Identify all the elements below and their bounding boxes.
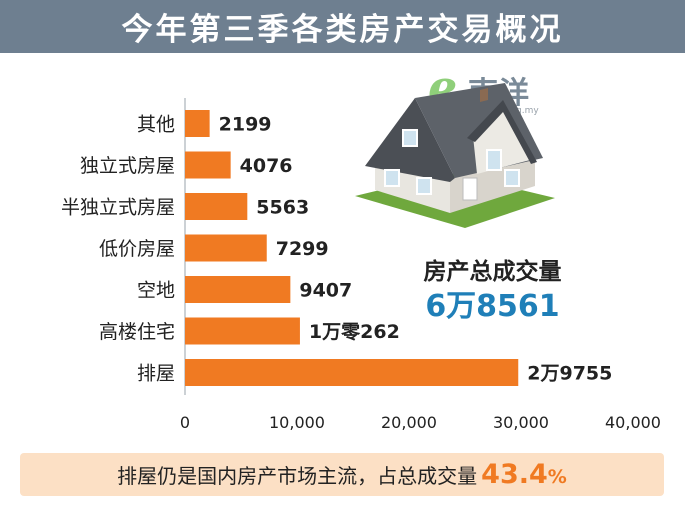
page-title: 今年第三季各类房产交易概况 [0, 0, 685, 53]
category-label: 独立式房屋 [80, 155, 175, 177]
bar-5 [185, 317, 300, 345]
value-label: 5563 [256, 197, 309, 219]
category-label: 其他 [137, 114, 175, 136]
bar-4 [185, 276, 291, 303]
category-label: 排屋 [137, 363, 175, 385]
footer-percent-sign: % [547, 466, 567, 488]
total-volume-label: 房产总成交量 [423, 259, 562, 285]
x-tick-label: 20,000 [381, 413, 437, 432]
value-label: 7299 [276, 238, 329, 260]
category-label: 低价房屋 [99, 238, 175, 260]
x-tick-label: 40,000 [605, 413, 661, 432]
value-label: 2万9755 [527, 363, 612, 385]
category-label: 半独立式房屋 [61, 197, 175, 219]
x-tick-label: 10,000 [269, 413, 325, 432]
bar-6 [185, 359, 519, 386]
value-label: 1万零262 [309, 321, 400, 343]
bar-3 [185, 234, 267, 262]
footer-text: 排屋仍是国内房产市场主流，占总成交量 [117, 464, 478, 488]
bar-0 [185, 110, 210, 137]
total-volume-value: 6万8561 [425, 289, 560, 324]
x-tick-label: 30,000 [493, 413, 549, 432]
bar-chart: 其他 2199 独立式房屋 4076 半独立式房屋 5563 低价房屋 7299 空地 9407 高… [61, 98, 661, 432]
bar-1 [185, 151, 231, 179]
x-tick-label: 0 [180, 413, 190, 432]
category-label: 空地 [137, 280, 175, 302]
footer-note: 排屋仍是国内房产市场主流，占总成交量 43.4% [20, 453, 664, 496]
category-label: 高楼住宅 [99, 321, 175, 343]
value-label: 2199 [219, 114, 272, 136]
house-illustration [355, 83, 555, 228]
footer-percent: 43.4% [481, 459, 567, 490]
footer-percent-value: 43.4 [481, 459, 548, 490]
value-label: 4076 [240, 155, 293, 177]
value-label: 9407 [299, 280, 352, 302]
bar-2 [185, 193, 248, 220]
